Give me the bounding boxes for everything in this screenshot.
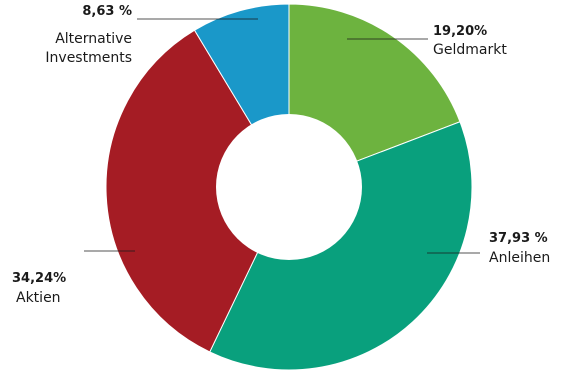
name-label-alternative-investments-line2: Investments — [45, 50, 132, 66]
name-label-anleihen: Anleihen — [489, 250, 550, 266]
slice-anleihen — [209, 121, 473, 371]
label-anleihen: 37,93 % Anleihen — [427, 231, 550, 266]
label-alternative-investments: 8,63 % Alternative Investments — [45, 4, 258, 66]
value-label-geldmarkt: 19,20% — [433, 24, 487, 39]
value-label-aktien: 34,24% — [12, 271, 66, 286]
value-label-alternative-investments: 8,63 % — [82, 4, 132, 19]
name-label-geldmarkt: Geldmarkt — [433, 42, 507, 58]
name-label-alternative-investments-line1: Alternative — [55, 31, 132, 47]
value-label-anleihen: 37,93 % — [489, 231, 548, 246]
donut-hole — [216, 114, 362, 260]
slice-aktien — [105, 29, 290, 353]
label-geldmarkt: 19,20% Geldmarkt — [347, 24, 507, 58]
label-aktien: 34,24% Aktien — [12, 250, 135, 306]
name-label-aktien: Aktien — [16, 290, 61, 306]
